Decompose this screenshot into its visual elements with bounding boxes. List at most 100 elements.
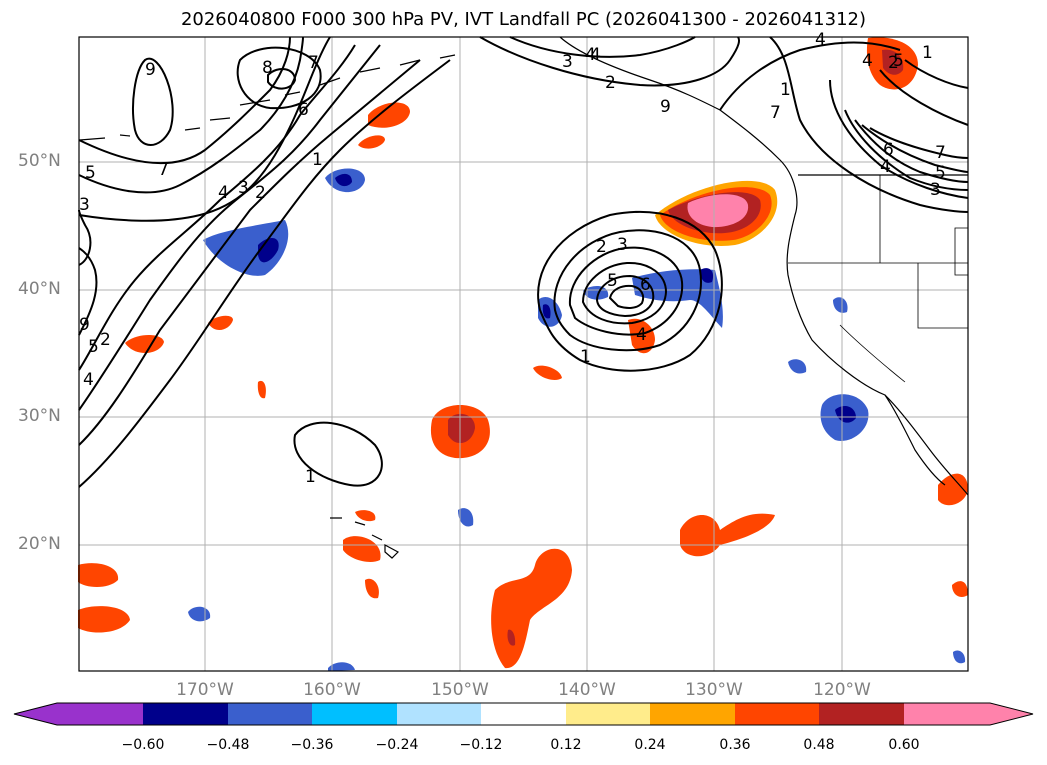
lat-label-20n: 20°N	[18, 534, 61, 554]
neg-anomaly	[953, 650, 966, 664]
contour-label: 5	[85, 163, 96, 183]
pos-anomaly	[938, 473, 968, 506]
contour-line	[844, 109, 969, 191]
contour-label: 8	[262, 58, 273, 78]
contour-label: 3	[79, 195, 90, 215]
contour-line	[78, 44, 381, 411]
contour-line	[479, 36, 740, 87]
pos-anomaly	[365, 578, 379, 599]
map-title: 2026040800 F000 300 hPa PV, IVT Landfall…	[180, 9, 867, 30]
contour-line	[568, 246, 684, 336]
neg-anomaly	[458, 508, 474, 527]
coastlines	[79, 36, 969, 559]
gridlines	[79, 37, 968, 671]
pos-anomaly	[355, 510, 376, 522]
contour-line	[581, 261, 668, 325]
state-borders	[788, 175, 969, 383]
contour-label: 2	[596, 237, 607, 257]
lat-label-50n: 50°N	[18, 151, 61, 171]
contour-line	[78, 36, 331, 222]
pos-anomaly	[257, 380, 266, 399]
contour-label: 2	[605, 73, 616, 93]
contour-line	[869, 127, 969, 159]
contour-line	[829, 79, 969, 199]
colorbar-tick: −0.36	[290, 737, 334, 753]
contour-label: 4	[83, 370, 94, 390]
contour-label: 7	[935, 143, 946, 163]
pos-anomaly	[687, 194, 749, 228]
contour-label: 3	[238, 178, 249, 198]
pos-anomaly	[491, 548, 572, 669]
colorbar-tick: 0.60	[888, 737, 920, 753]
shading-layer	[78, 37, 968, 671]
contour-line	[78, 247, 98, 336]
colorbar-tick: −0.12	[459, 737, 503, 753]
neg-anomaly	[335, 173, 352, 187]
pos-anomaly	[343, 536, 381, 562]
colorbar-tick: 0.24	[634, 737, 666, 753]
pos-anomaly	[882, 49, 904, 75]
neg-anomaly	[203, 220, 289, 276]
neg-anomaly	[328, 662, 355, 671]
contour-label: 5	[88, 337, 99, 357]
contour-line	[267, 68, 297, 90]
contour-label: 3	[617, 235, 628, 255]
contour-line	[78, 36, 291, 164]
pos-anomaly	[628, 318, 655, 354]
neg-anomaly	[583, 285, 609, 300]
contour-label: 2	[255, 183, 266, 203]
pv-contours	[78, 36, 969, 488]
contour-label: 2	[100, 330, 111, 350]
contour-label: 9	[79, 315, 90, 335]
neg-anomaly	[188, 606, 211, 622]
pos-anomaly	[952, 581, 968, 597]
contour-label: 9	[660, 97, 671, 117]
contour-label: 6	[883, 140, 894, 160]
map-frame	[78, 36, 969, 672]
contour-label: 1	[305, 467, 316, 487]
pos-anomaly	[125, 334, 164, 354]
contour-label: 1	[780, 80, 791, 100]
contour-line	[236, 46, 322, 110]
contour-line	[293, 421, 383, 487]
contour-label: 4	[590, 45, 601, 65]
contour-line	[509, 36, 696, 58]
contour-line	[78, 36, 304, 194]
contour-label: 7	[770, 103, 781, 123]
contour-label: 3	[562, 52, 573, 72]
north-america-coast	[559, 36, 969, 496]
contour-label: 6	[298, 100, 309, 120]
contour-label: 9	[145, 60, 156, 80]
pos-anomaly	[368, 102, 410, 128]
lon-label-150w: 150°W	[431, 680, 489, 700]
neg-anomaly	[833, 297, 848, 313]
pos-anomaly	[208, 315, 233, 331]
contour-label: 5	[935, 163, 946, 183]
contour-line	[608, 284, 645, 309]
contour-line	[861, 124, 969, 173]
contour-label: 4	[862, 51, 873, 71]
colorbar-tick: 0.48	[803, 737, 835, 753]
colorbar-tick: −0.60	[121, 737, 165, 753]
contour-line	[78, 44, 356, 371]
contour-label: 4	[880, 157, 891, 177]
contour-label: 3	[930, 180, 941, 200]
lat-label-40n: 40°N	[18, 279, 61, 299]
contour-label: 1	[922, 43, 933, 63]
contour-line	[595, 274, 655, 318]
lon-label-130w: 130°W	[685, 680, 743, 700]
contour-label: 2	[888, 53, 899, 73]
contour-line	[132, 57, 174, 146]
colorbar-tick: 0.12	[550, 737, 582, 753]
contour-line	[719, 41, 901, 111]
contour-label: 1	[312, 150, 323, 170]
lon-label-140w: 140°W	[558, 680, 616, 700]
contour-line	[78, 59, 421, 446]
contour-line	[879, 69, 969, 126]
contour-label: 4	[636, 325, 647, 345]
colorbar-tick: −0.24	[375, 737, 419, 753]
colorbar-tick: −0.48	[206, 737, 250, 753]
pos-anomaly	[507, 629, 516, 646]
contour-line	[904, 59, 969, 89]
neg-anomaly	[542, 304, 551, 319]
